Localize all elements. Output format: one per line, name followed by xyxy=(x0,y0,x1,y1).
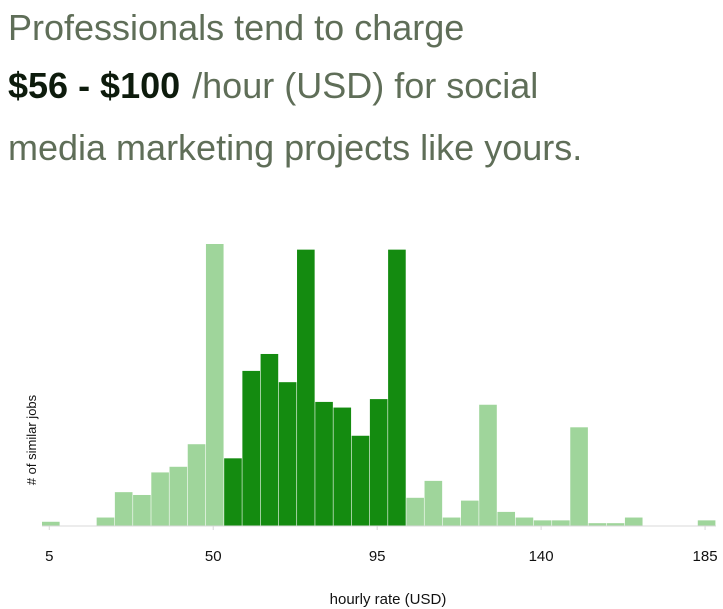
bar xyxy=(406,497,424,526)
x-axis-label: hourly rate (USD) xyxy=(330,591,447,608)
bar xyxy=(187,444,206,526)
bar xyxy=(151,472,169,526)
bar xyxy=(388,249,406,526)
bar xyxy=(515,517,534,526)
x-tick-label: 5 xyxy=(45,548,53,565)
bar xyxy=(497,511,516,526)
bar xyxy=(278,382,297,526)
bar xyxy=(624,517,643,526)
bar xyxy=(533,520,552,526)
bar xyxy=(606,523,625,526)
bar xyxy=(315,401,333,526)
bar xyxy=(369,399,388,526)
headline-line: media marketing projects like yours. xyxy=(8,127,582,168)
headline-line: $56 - $100/hour (USD) for social xyxy=(8,65,538,106)
bar xyxy=(260,353,279,526)
bar xyxy=(96,517,115,526)
bar xyxy=(169,466,188,526)
bar xyxy=(588,523,607,526)
x-tick-label: 95 xyxy=(369,548,386,565)
bar xyxy=(424,480,443,526)
bar xyxy=(42,521,60,526)
headline-rest: /hour (USD) for social xyxy=(192,65,538,106)
headline-line: Professionals tend to charge xyxy=(8,7,464,48)
bar xyxy=(570,427,588,526)
bar xyxy=(460,500,479,526)
bar xyxy=(351,435,370,526)
bar xyxy=(133,494,151,526)
bar xyxy=(297,249,315,526)
rate-range: $56 - $100 xyxy=(8,65,180,106)
bar xyxy=(205,244,224,526)
bar xyxy=(442,517,461,526)
bar xyxy=(114,492,133,526)
bar xyxy=(697,520,716,526)
bar xyxy=(333,407,352,526)
bar xyxy=(552,520,570,526)
bar xyxy=(479,404,497,526)
x-tick-label: 140 xyxy=(529,548,554,565)
x-tick-label: 185 xyxy=(693,548,718,565)
bar xyxy=(224,458,242,526)
bar xyxy=(242,370,260,526)
y-axis-label: # of similar jobs xyxy=(24,394,39,485)
x-tick-label: 50 xyxy=(205,548,222,565)
